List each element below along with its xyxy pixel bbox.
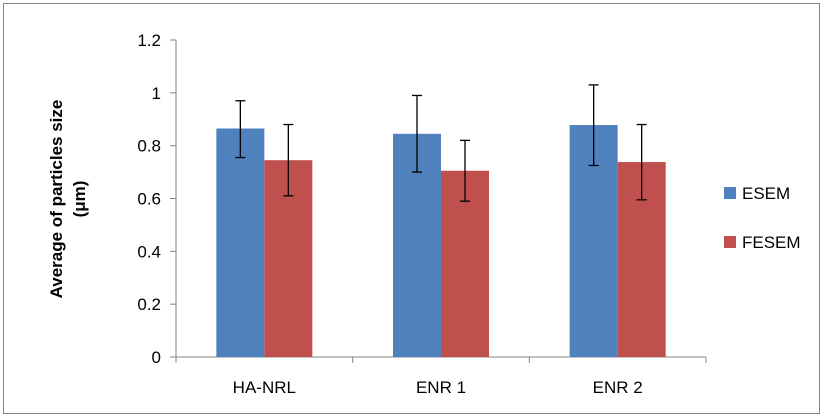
- legend-label-fesem: FESEM: [742, 233, 801, 252]
- y-tick-label: 0.2: [137, 295, 161, 314]
- legend: ESEM FESEM: [724, 184, 801, 252]
- plot-area: 0 0.2 0.4 0.6 0.8 1 1.2 HA-NRL ENR 1 ENR 2: [137, 31, 707, 397]
- bar-esem-0: [216, 128, 265, 357]
- x-tick-label: ENR 1: [416, 378, 466, 397]
- legend-swatch-fesem: [724, 236, 736, 248]
- y-axis-title-line2: (μm): [70, 181, 89, 218]
- x-tick-label: HA-NRL: [233, 378, 296, 397]
- y-axis-title: Average of particles size (μm): [47, 100, 89, 299]
- legend-label-esem: ESEM: [742, 184, 790, 203]
- y-tick-label: 0.6: [137, 190, 161, 209]
- y-tick-label: 0: [152, 348, 161, 367]
- legend-swatch-esem: [724, 187, 736, 199]
- y-tick-label: 1.2: [137, 31, 161, 50]
- bar-fesem-1: [441, 170, 489, 357]
- x-tick-label: ENR 2: [593, 378, 643, 397]
- y-tick-label: 1: [152, 84, 161, 103]
- y-tick-label: 0.4: [137, 242, 161, 261]
- y-tick-label: 0.8: [137, 137, 161, 156]
- y-axis-title-line1: Average of particles size: [47, 100, 66, 299]
